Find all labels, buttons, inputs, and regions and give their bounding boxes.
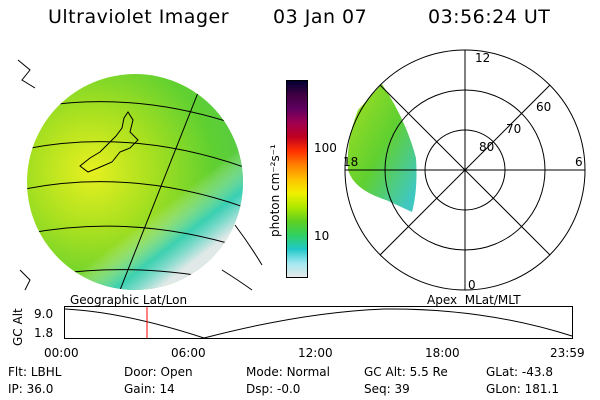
info-seq: Seq: 39 [364, 382, 410, 396]
mlt-12: 12 [475, 51, 490, 65]
info-mode: Mode: Normal [246, 365, 330, 379]
altitude-curve [64, 308, 573, 339]
timeline-xtick-1: 06:00 [171, 346, 206, 360]
date-label: 03 Jan 07 [273, 6, 368, 28]
new-zealand-outline [79, 111, 139, 173]
time-label: 03:56:24 UT [428, 6, 551, 28]
timeline-xtick-0: 00:00 [44, 346, 79, 360]
geographic-label: Geographic Lat/Lon [70, 293, 188, 307]
timeline-ytick-bottom: 1.8 [34, 326, 54, 340]
timeline-xtick-3: 18:00 [425, 346, 460, 360]
apex-label: Apex MLat/MLT [427, 293, 521, 307]
info-gc-alt: GC Alt: 5.5 Re [364, 365, 448, 379]
colorbar-tick-100: 100 [314, 141, 337, 155]
timeline-axis-label: GC Alt [11, 308, 25, 346]
info-gain: Gain: 14 [124, 382, 175, 396]
colorbar-unit-label: photon cm⁻²s⁻¹ [268, 144, 282, 237]
mlt-6: 6 [575, 155, 583, 169]
mlt-0: 0 [468, 278, 476, 292]
polar-plot: 12 18 6 0 60 70 80 [343, 49, 586, 292]
timeline-xtick-2: 12:00 [298, 346, 333, 360]
instrument-title: Ultraviolet Imager [48, 6, 230, 28]
info-ip: IP: 36.0 [8, 382, 54, 396]
color-bar [286, 80, 308, 278]
altitude-timeline [64, 306, 573, 339]
mlat-60: 60 [536, 100, 551, 114]
info-glon: GLon: 181.1 [486, 382, 559, 396]
geographic-image [17, 59, 263, 291]
info-flt: Flt: LBHL [8, 365, 62, 379]
timeline-ytick-top: 9.0 [34, 307, 54, 321]
timeline-xtick-4: 23:59 [550, 346, 585, 360]
mlt-18: 18 [343, 155, 358, 169]
mlat-70: 70 [506, 122, 521, 136]
info-dsp: Dsp: -0.0 [246, 382, 301, 396]
aurora-oval [347, 84, 417, 212]
info-door: Door: Open [124, 365, 193, 379]
mlat-80: 80 [479, 140, 494, 154]
info-glat: GLat: -43.8 [486, 365, 553, 379]
colorbar-tick-10: 10 [314, 229, 330, 243]
